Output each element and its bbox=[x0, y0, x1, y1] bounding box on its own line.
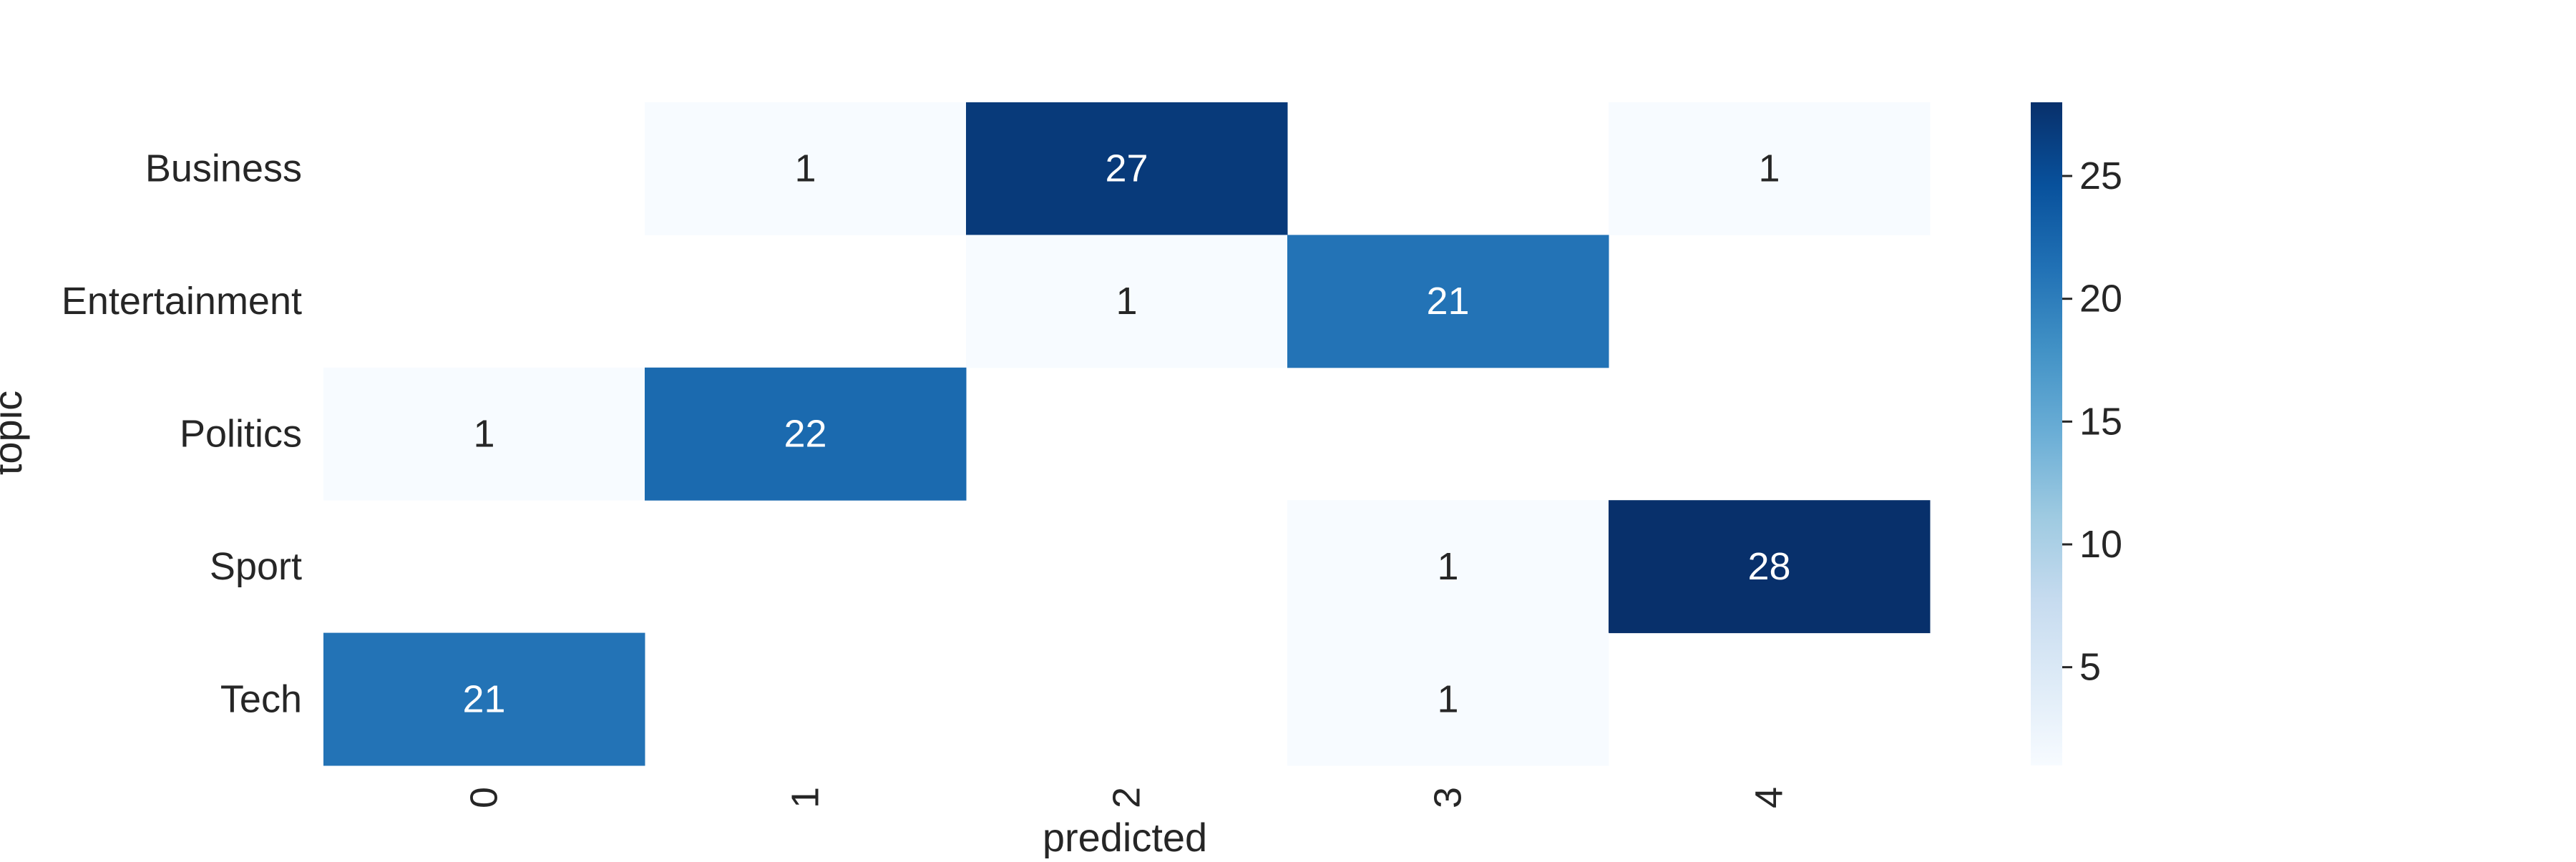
colorbar-tick-label-2: 15 bbox=[2079, 400, 2122, 443]
heatmap-cell-r3-c3 bbox=[1287, 500, 1609, 634]
y-tick-label-1: Entertainment bbox=[62, 280, 302, 323]
cell-value-r3-c4: 28 bbox=[1747, 545, 1790, 588]
cell-value-r3-c3: 1 bbox=[1437, 545, 1458, 588]
x-tick-label-3: 3 bbox=[1427, 787, 1470, 808]
colorbar-tick-label-0: 5 bbox=[2079, 646, 2101, 689]
heatmap-cell-r0-c4 bbox=[1609, 102, 1931, 235]
x-tick-label-2: 2 bbox=[1106, 787, 1148, 808]
cell-value-r0-c1: 1 bbox=[794, 147, 816, 190]
heatmap-cell-r0-c1 bbox=[645, 102, 967, 235]
cell-value-r2-c0: 1 bbox=[473, 413, 494, 456]
heatmap-cell-r2-c1 bbox=[645, 367, 967, 501]
x-tick-label-0: 0 bbox=[463, 787, 506, 808]
y-tick-label-4: Tech bbox=[220, 677, 302, 720]
cell-value-r0-c4: 1 bbox=[1758, 147, 1780, 190]
x-tick-label-4: 4 bbox=[1748, 787, 1791, 808]
colorbar-gradient bbox=[2031, 102, 2062, 765]
y-axis-label: topic bbox=[0, 391, 30, 475]
cell-value-r0-c2: 27 bbox=[1105, 147, 1148, 190]
heatmap-cell-r4-c0 bbox=[323, 632, 645, 766]
heatmap-cells bbox=[323, 102, 1931, 766]
cell-value-r4-c3: 1 bbox=[1437, 677, 1458, 720]
y-tick-label-2: Politics bbox=[180, 413, 302, 456]
colorbar-tick-label-4: 25 bbox=[2079, 155, 2122, 197]
heatmap-cell-r1-c3 bbox=[1287, 235, 1609, 368]
heatmap-cell-r4-c3 bbox=[1287, 632, 1609, 766]
colorbar: 5 10 15 20 25 bbox=[2031, 102, 2122, 765]
cell-annotations: 1 27 1 1 21 1 22 1 28 21 1 bbox=[462, 147, 1790, 721]
cell-value-r4-c0: 21 bbox=[462, 677, 505, 720]
y-tick-label-3: Sport bbox=[210, 545, 302, 588]
x-tick-labels: 0 1 2 3 4 bbox=[463, 787, 1791, 808]
y-tick-label-0: Business bbox=[145, 147, 302, 190]
heatmap-cell-r3-c4 bbox=[1609, 500, 1931, 634]
colorbar-tick-label-3: 20 bbox=[2079, 278, 2122, 320]
heatmap-cell-r1-c2 bbox=[966, 235, 1288, 368]
x-axis-label: predicted bbox=[1043, 815, 1207, 858]
heatmap-cell-r2-c0 bbox=[323, 367, 645, 501]
cell-value-r1-c3: 21 bbox=[1426, 280, 1469, 323]
x-tick-label-1: 1 bbox=[784, 787, 827, 808]
cell-value-r1-c2: 1 bbox=[1116, 280, 1137, 323]
cell-value-r2-c1: 22 bbox=[784, 413, 826, 456]
colorbar-tick-label-1: 10 bbox=[2079, 523, 2122, 566]
heatmap-cell-r0-c2 bbox=[966, 102, 1288, 235]
y-tick-labels: Business Entertainment Politics Sport Tech bbox=[62, 147, 302, 721]
